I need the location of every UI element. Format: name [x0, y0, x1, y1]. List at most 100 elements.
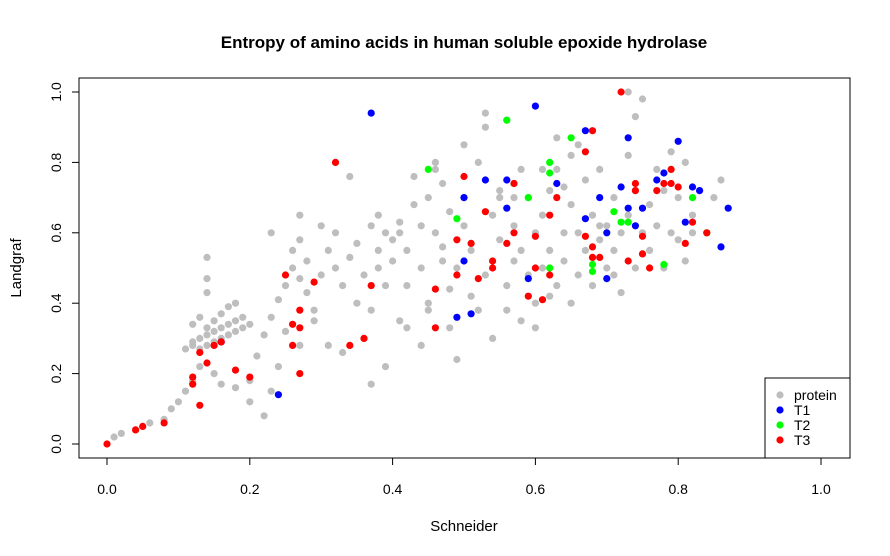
- point-t3-25: [431, 285, 439, 293]
- point-t3-58: [667, 165, 675, 173]
- point-protein-110: [517, 246, 525, 254]
- point-t1-11: [531, 102, 540, 110]
- point-protein-141: [624, 151, 632, 159]
- point-t1-22: [638, 204, 647, 212]
- point-protein-116: [538, 264, 547, 272]
- point-protein-72: [381, 282, 390, 290]
- point-protein-65: [353, 239, 361, 247]
- point-protein-102: [489, 334, 497, 342]
- point-t3-52: [631, 187, 640, 195]
- legend-label-t1: T1: [794, 402, 811, 418]
- point-protein-152: [667, 229, 675, 237]
- point-protein-87: [431, 229, 439, 237]
- point-protein-156: [681, 257, 689, 265]
- point-protein-77: [396, 218, 404, 226]
- point-t2-4: [524, 194, 532, 202]
- point-protein-43: [260, 412, 268, 420]
- point-t3-45: [581, 148, 590, 156]
- point-t1-13: [581, 127, 590, 135]
- point-t1-27: [688, 183, 697, 191]
- point-protein-129: [581, 246, 590, 254]
- point-t3-12: [246, 373, 254, 381]
- point-protein-47: [267, 229, 275, 237]
- point-t1-12: [553, 179, 561, 188]
- point-protein-166: [553, 134, 561, 142]
- point-t3-60: [681, 239, 689, 247]
- point-protein-59: [324, 246, 332, 254]
- point-t1-10: [524, 275, 532, 283]
- point-protein-151: [660, 187, 668, 195]
- point-t3-57: [667, 179, 675, 188]
- legend-label-t2: T2: [794, 417, 811, 433]
- point-t2-14: [660, 260, 668, 269]
- point-protein-167: [574, 141, 582, 149]
- point-protein-137: [610, 246, 618, 254]
- point-t1-19: [624, 134, 632, 142]
- point-protein-173: [531, 324, 540, 332]
- point-protein-13: [203, 341, 211, 349]
- point-t1-2: [367, 109, 375, 117]
- point-protein-67: [360, 271, 368, 279]
- point-t1-15: [596, 194, 604, 202]
- point-protein-170: [496, 194, 504, 202]
- point-protein-42: [253, 352, 261, 360]
- point-t3-44: [581, 232, 590, 240]
- point-protein-142: [631, 264, 640, 272]
- point-protein-153: [667, 148, 675, 156]
- point-protein-61: [331, 229, 340, 237]
- point-protein-52: [289, 246, 297, 254]
- point-t1-9: [503, 204, 511, 212]
- point-protein-106: [503, 282, 511, 290]
- point-protein-168: [596, 222, 604, 230]
- point-protein-80: [410, 201, 418, 209]
- point-protein-179: [367, 380, 375, 388]
- y-axis: 0.0 0.2 0.4 0.6 0.8 1.0: [48, 82, 80, 454]
- point-t3-48: [588, 253, 597, 261]
- point-t3-5: [189, 380, 197, 388]
- point-t1-25: [674, 137, 682, 145]
- point-protein-183: [281, 327, 290, 335]
- legend-box: [764, 377, 851, 459]
- point-protein-55: [303, 289, 311, 297]
- point-t3-36: [510, 229, 518, 237]
- point-protein-39: [217, 380, 225, 388]
- point-t2-11: [610, 208, 618, 216]
- point-t3-17: [296, 306, 304, 314]
- point-protein-155: [674, 194, 682, 202]
- point-protein-128: [581, 176, 590, 184]
- point-protein-159: [688, 229, 697, 237]
- point-protein-174: [567, 299, 575, 307]
- x-axis-label: Schneider: [430, 518, 498, 535]
- point-t1-30: [724, 204, 732, 212]
- point-protein-36: [196, 363, 204, 371]
- point-t3-13: [281, 271, 290, 279]
- point-protein-34: [203, 253, 211, 261]
- point-protein-123: [560, 257, 568, 265]
- point-t3-55: [646, 264, 654, 272]
- point-protein-169: [610, 271, 618, 279]
- y-tick-label: 0.8: [48, 152, 64, 172]
- point-protein-186: [246, 398, 254, 406]
- point-protein-23: [239, 324, 247, 332]
- point-t3-8: [203, 359, 211, 367]
- point-protein-125: [567, 151, 575, 159]
- point-protein-163: [717, 176, 725, 184]
- point-protein-176: [446, 324, 454, 332]
- point-protein-121: [553, 165, 561, 173]
- point-t3-28: [460, 172, 468, 181]
- point-protein-44: [260, 331, 268, 339]
- x-tick-label: 0.4: [383, 481, 403, 497]
- point-protein-178: [381, 363, 390, 371]
- point-protein-194: [403, 324, 411, 332]
- point-t1-29: [717, 243, 725, 251]
- point-protein-98: [474, 158, 482, 166]
- point-t3-38: [531, 232, 540, 240]
- point-protein-195: [424, 306, 432, 314]
- point-t3-39: [531, 264, 540, 272]
- x-tick-label: 0.2: [240, 481, 260, 497]
- x-tick-label: 0.0: [97, 481, 117, 497]
- legend-label-t3: T3: [794, 432, 811, 448]
- point-t3-21: [346, 341, 354, 349]
